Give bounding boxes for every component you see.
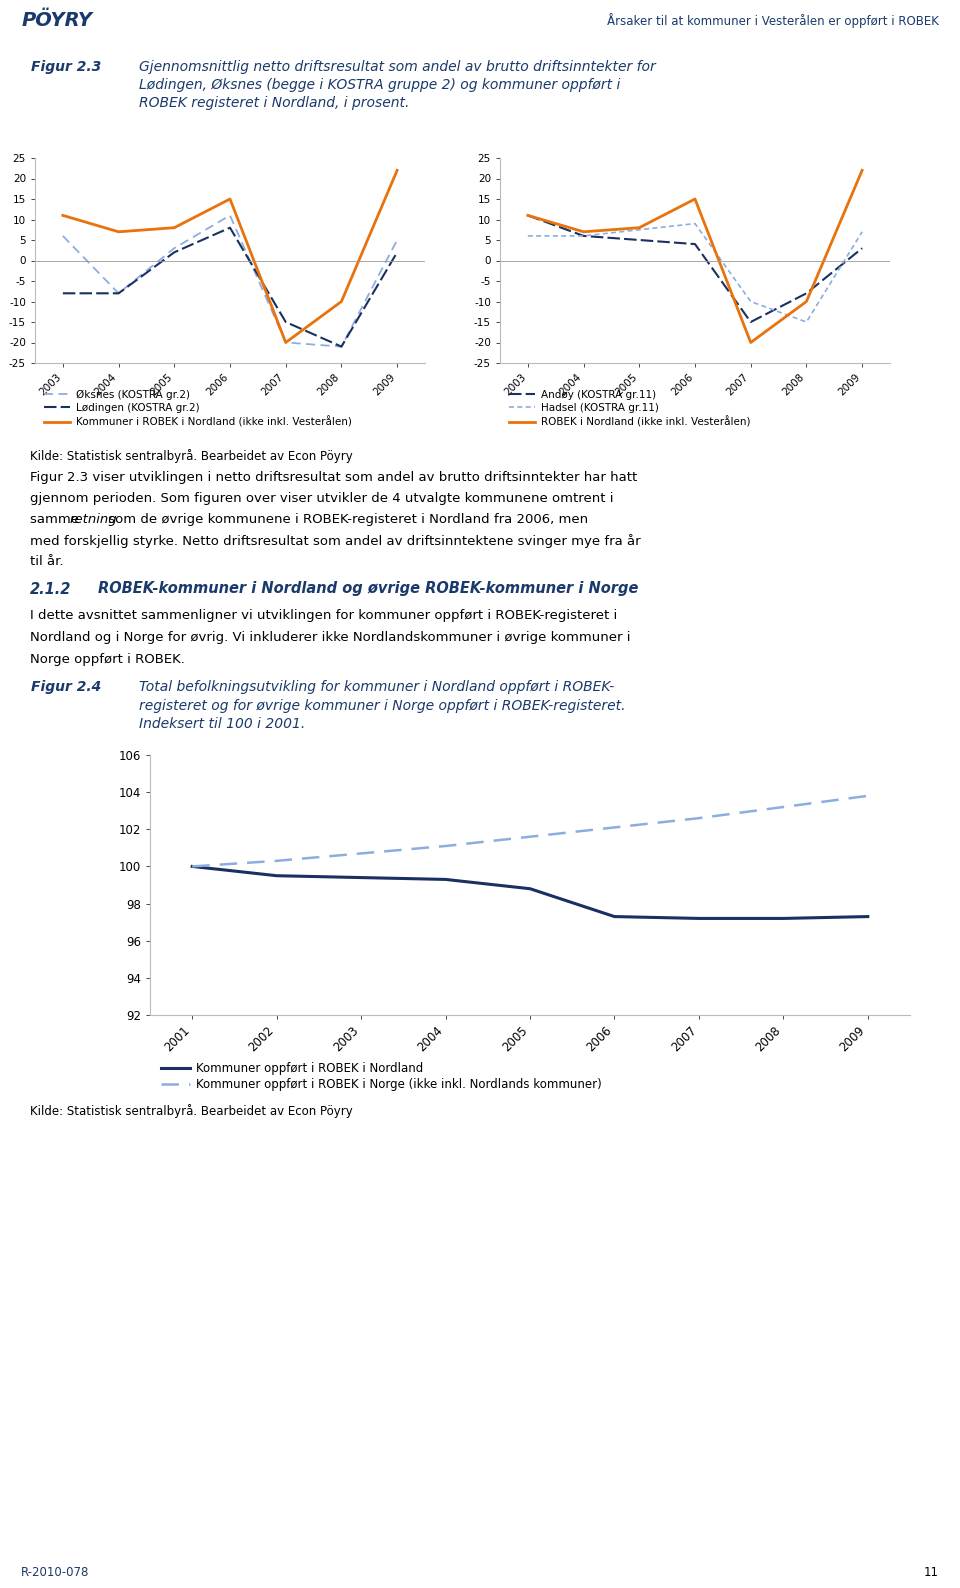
Text: R-2010-078: R-2010-078 xyxy=(21,1566,89,1580)
Text: Nordland og i Norge for øvrig. Vi inkluderer ikke Nordlandskommuner i øvrige kom: Nordland og i Norge for øvrig. Vi inklud… xyxy=(30,630,631,645)
Text: ROBEK-kommuner i Nordland og øvrige ROBEK-kommuner i Norge: ROBEK-kommuner i Nordland og øvrige ROBE… xyxy=(98,581,637,597)
Text: Norge oppført i ROBEK.: Norge oppført i ROBEK. xyxy=(30,653,185,665)
Legend: Kommuner oppført i ROBEK i Nordland, Kommuner oppført i ROBEK i Norge (ikke inkl: Kommuner oppført i ROBEK i Nordland, Kom… xyxy=(156,1058,607,1096)
Text: Figur 2.4: Figur 2.4 xyxy=(31,680,101,694)
Text: som de øvrige kommunene i ROBEK-registeret i Nordland fra 2006, men: som de øvrige kommunene i ROBEK-register… xyxy=(104,513,588,526)
Text: 2.1.2: 2.1.2 xyxy=(30,581,71,597)
Text: Figur 2.3 viser utviklingen i netto driftsresultat som andel av brutto driftsinn: Figur 2.3 viser utviklingen i netto drif… xyxy=(30,472,637,484)
Text: Kilde: Statistisk sentralbyrå. Bearbeidet av Econ Pöyry: Kilde: Statistisk sentralbyrå. Bearbeide… xyxy=(30,449,352,464)
Legend: Øksnes (KOSTRA gr.2), Lødingen (KOSTRA gr.2), Kommuner i ROBEK i Nordland (ikke : Øksnes (KOSTRA gr.2), Lødingen (KOSTRA g… xyxy=(40,386,355,432)
Text: til år.: til år. xyxy=(30,554,63,567)
Text: Gjennomsnittlig netto driftsresultat som andel av brutto driftsinntekter for
Lød: Gjennomsnittlig netto driftsresultat som… xyxy=(139,59,656,110)
Text: med forskjellig styrke. Netto driftsresultat som andel av driftsinntektene sving: med forskjellig styrke. Netto driftsresu… xyxy=(30,534,640,548)
Text: PÖYRY: PÖYRY xyxy=(21,11,92,30)
Legend: Andøy (KOSTRA gr.11), Hadsel (KOSTRA gr.11), ROBEK i Nordland (ikke inkl. Vester: Andøy (KOSTRA gr.11), Hadsel (KOSTRA gr.… xyxy=(505,386,755,432)
Text: samme: samme xyxy=(30,513,84,526)
Text: I dette avsnittet sammenligner vi utviklingen for kommuner oppført i ROBEK-regis: I dette avsnittet sammenligner vi utvikl… xyxy=(30,610,617,622)
Text: retning: retning xyxy=(69,513,117,526)
Text: Figur 2.3: Figur 2.3 xyxy=(31,59,101,73)
Text: Total befolkningsutvikling for kommuner i Nordland oppført i ROBEK-
registeret o: Total befolkningsutvikling for kommuner … xyxy=(139,680,626,730)
Text: 11: 11 xyxy=(924,1566,939,1580)
Text: gjennom perioden. Som figuren over viser utvikler de 4 utvalgte kommunene omtren: gjennom perioden. Som figuren over viser… xyxy=(30,492,613,505)
Text: Årsaker til at kommuner i Vesterålen er oppført i ROBEK: Årsaker til at kommuner i Vesterålen er … xyxy=(607,13,939,29)
Text: Kilde: Statistisk sentralbyrå. Bearbeidet av Econ Pöyry: Kilde: Statistisk sentralbyrå. Bearbeide… xyxy=(30,1104,352,1118)
